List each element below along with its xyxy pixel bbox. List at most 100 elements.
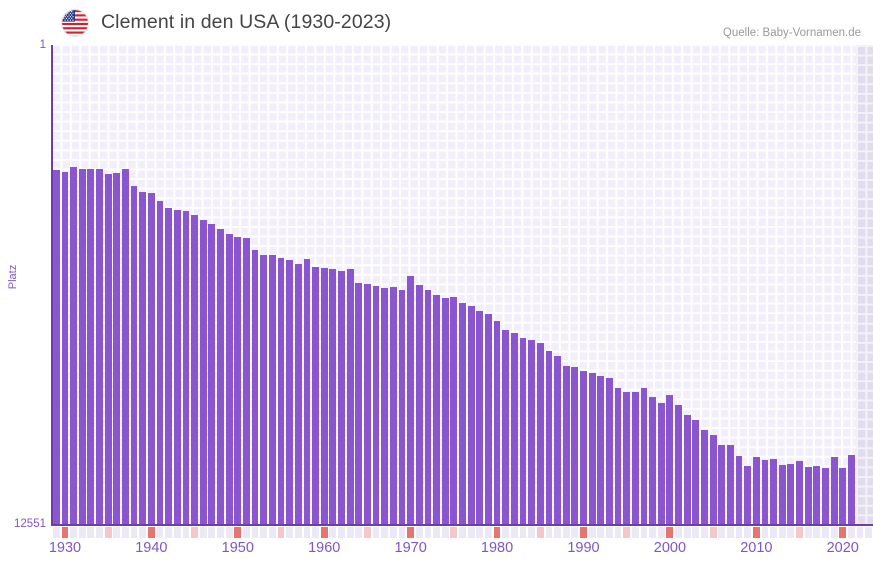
bar[interactable] <box>822 468 829 524</box>
bar[interactable] <box>813 465 821 524</box>
bar[interactable] <box>623 391 631 524</box>
bar[interactable] <box>588 373 596 524</box>
bar[interactable] <box>744 465 752 524</box>
bar[interactable] <box>476 311 484 524</box>
bar[interactable] <box>640 387 648 524</box>
bar[interactable] <box>61 172 69 524</box>
bar[interactable] <box>147 193 155 524</box>
x-axis-tick-minor <box>277 527 285 538</box>
bar[interactable] <box>666 395 674 524</box>
bar[interactable] <box>606 377 613 524</box>
bar[interactable] <box>415 284 423 524</box>
bar[interactable] <box>787 464 795 524</box>
bar[interactable] <box>770 459 777 524</box>
bar[interactable] <box>130 186 138 524</box>
bar[interactable] <box>398 290 406 524</box>
bar[interactable] <box>562 365 570 524</box>
bar[interactable] <box>657 402 665 524</box>
bar[interactable] <box>580 371 587 524</box>
bar[interactable] <box>294 264 302 524</box>
x-axis-tick-label: 1970 <box>394 540 427 556</box>
bar[interactable] <box>450 296 458 524</box>
bar[interactable] <box>804 467 812 524</box>
bar[interactable] <box>78 169 86 524</box>
x-axis-tick-minor <box>606 527 613 538</box>
x-axis-tick-minor <box>364 527 371 538</box>
bar[interactable] <box>683 414 691 524</box>
bar[interactable] <box>597 375 605 524</box>
bar[interactable] <box>433 294 440 524</box>
bar[interactable] <box>614 387 622 524</box>
bar[interactable] <box>424 290 432 524</box>
bar[interactable] <box>649 396 657 524</box>
bar[interactable] <box>104 173 112 524</box>
bar[interactable] <box>87 169 95 524</box>
bar[interactable] <box>726 444 734 524</box>
bar[interactable] <box>329 269 337 524</box>
bar[interactable] <box>260 254 268 524</box>
bar[interactable] <box>519 338 527 524</box>
bar[interactable] <box>510 332 518 524</box>
bar[interactable] <box>191 214 198 524</box>
bar[interactable] <box>182 211 190 524</box>
bar[interactable] <box>277 257 285 524</box>
bar[interactable] <box>355 282 363 524</box>
bar[interactable] <box>528 339 536 524</box>
bar[interactable] <box>268 254 276 524</box>
bar[interactable] <box>372 285 380 524</box>
bar[interactable] <box>286 259 294 524</box>
bar[interactable] <box>113 172 121 524</box>
bar[interactable] <box>225 233 233 524</box>
bar[interactable] <box>165 208 173 524</box>
bar[interactable] <box>735 456 743 524</box>
bar[interactable] <box>502 330 510 524</box>
bar[interactable] <box>467 305 475 524</box>
bar[interactable] <box>554 356 561 524</box>
bar[interactable] <box>139 191 147 524</box>
bar[interactable] <box>243 238 250 524</box>
bar[interactable] <box>545 351 553 524</box>
bar[interactable] <box>320 267 328 524</box>
bar[interactable] <box>199 220 207 524</box>
bar[interactable] <box>122 169 129 524</box>
bar[interactable] <box>208 223 216 524</box>
bar[interactable] <box>752 457 760 524</box>
bar[interactable] <box>251 250 259 524</box>
bar[interactable] <box>312 267 319 524</box>
bar[interactable] <box>692 420 700 524</box>
bar[interactable] <box>407 276 415 524</box>
bar[interactable] <box>459 302 466 524</box>
x-axis-tick-minor <box>796 527 803 538</box>
bar[interactable] <box>493 321 501 524</box>
bar[interactable] <box>761 460 769 524</box>
bar[interactable] <box>839 467 847 524</box>
bar[interactable] <box>718 444 726 524</box>
bar[interactable] <box>847 454 855 524</box>
bar[interactable] <box>485 314 492 524</box>
bar[interactable] <box>631 392 639 524</box>
bar[interactable] <box>156 201 164 524</box>
bar[interactable] <box>52 170 60 524</box>
bar[interactable] <box>364 283 371 524</box>
bar[interactable] <box>381 287 389 524</box>
bar[interactable] <box>796 461 803 524</box>
bar[interactable] <box>234 236 242 524</box>
bar[interactable] <box>96 169 103 524</box>
bar[interactable] <box>346 268 354 524</box>
bar[interactable] <box>536 343 544 524</box>
bar[interactable] <box>709 434 717 524</box>
bar[interactable] <box>441 297 449 524</box>
bar[interactable] <box>338 271 345 524</box>
bar[interactable] <box>830 457 838 524</box>
bar[interactable] <box>675 404 682 524</box>
x-axis-tick-minor <box>649 527 657 538</box>
bar[interactable] <box>701 430 708 524</box>
bar[interactable] <box>389 286 397 524</box>
bar[interactable] <box>571 367 579 524</box>
bar[interactable] <box>217 228 224 524</box>
bar[interactable] <box>778 464 786 524</box>
bar[interactable] <box>173 210 181 524</box>
x-axis-tick-major <box>320 527 328 538</box>
bar[interactable] <box>70 166 77 524</box>
bar[interactable] <box>303 258 311 524</box>
